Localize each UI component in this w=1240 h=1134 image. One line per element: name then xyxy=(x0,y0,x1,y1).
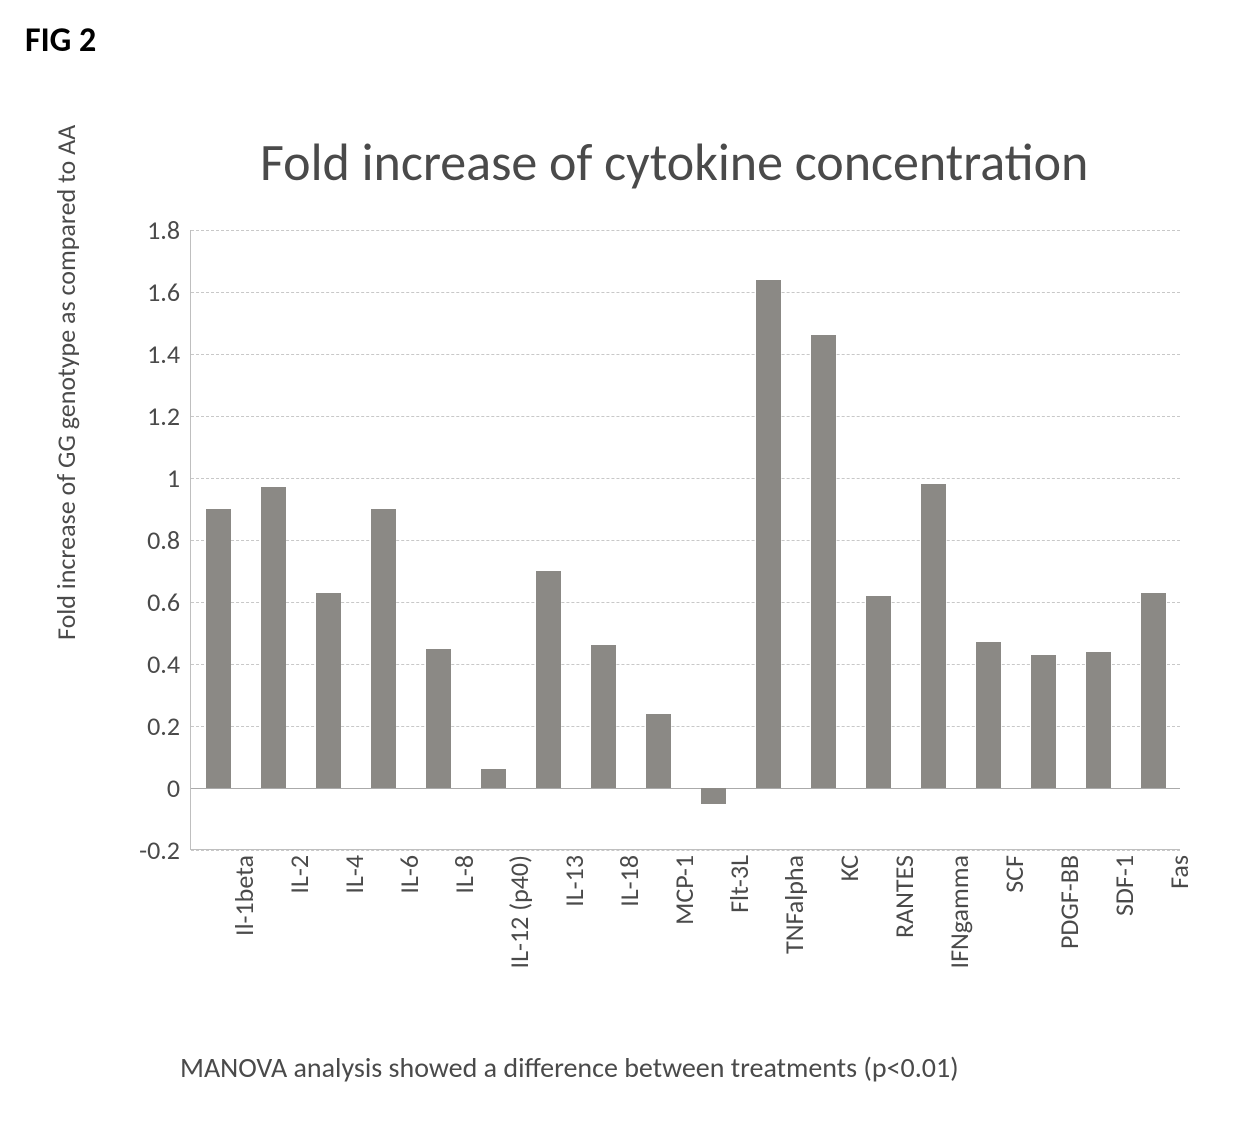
bar xyxy=(646,714,671,788)
y-tick-label: 0 xyxy=(130,772,180,804)
x-tick-label: KC xyxy=(833,855,865,881)
x-tick-label: IL-8 xyxy=(448,855,480,894)
x-tick-label: IL-4 xyxy=(338,855,370,894)
bar xyxy=(1086,652,1111,788)
chart-title: Fold increase of cytokine concentration xyxy=(260,130,1088,194)
x-tick-label: TNFalpha xyxy=(778,855,810,954)
bar xyxy=(756,280,781,788)
x-tick-label: Il-1beta xyxy=(228,855,260,936)
x-tick-label: IL-13 xyxy=(558,855,590,907)
x-tick-label: IL-6 xyxy=(393,855,425,894)
y-tick-label: 1 xyxy=(130,462,180,494)
y-axis-title: Fold increase of GG genotype as compared… xyxy=(50,125,82,640)
x-tick-label: SDF-1 xyxy=(1108,855,1140,916)
x-tick-label: Fas xyxy=(1163,855,1195,889)
y-tick-label: 0.6 xyxy=(130,586,180,618)
y-tick-label: 1.4 xyxy=(130,338,180,370)
footnote-text: MANOVA analysis showed a difference betw… xyxy=(180,1050,959,1085)
y-tick-label: 1.8 xyxy=(130,214,180,246)
y-tick-label: 0.2 xyxy=(130,710,180,742)
bar xyxy=(701,788,726,804)
plot-area xyxy=(190,230,1180,850)
x-tick-label: MCP-1 xyxy=(668,855,700,925)
figure-label: FIG 2 xyxy=(25,20,96,61)
x-tick-label: IFNgamma xyxy=(943,855,975,968)
bar xyxy=(316,593,341,788)
bar xyxy=(591,645,616,788)
x-tick-label: Flt-3L xyxy=(723,855,755,913)
y-tick-label: -0.2 xyxy=(130,834,180,866)
bar xyxy=(426,649,451,789)
chart-container: -0.200.20.40.60.811.21.41.61.8 Il-1betaI… xyxy=(125,230,1185,850)
bar xyxy=(206,509,231,788)
bar xyxy=(866,596,891,788)
bar xyxy=(371,509,396,788)
y-tick-label: 1.6 xyxy=(130,276,180,308)
y-tick-label: 1.2 xyxy=(130,400,180,432)
bar xyxy=(481,769,506,788)
bar xyxy=(811,335,836,788)
y-tick-label: 0.8 xyxy=(130,524,180,556)
bar xyxy=(921,484,946,788)
bar xyxy=(536,571,561,788)
bar xyxy=(261,487,286,788)
x-tick-label: IL-2 xyxy=(283,855,315,894)
gridline xyxy=(191,850,1180,851)
bar xyxy=(976,642,1001,788)
x-tick-label: SCF xyxy=(998,855,1030,893)
x-tick-label: RANTES xyxy=(888,855,920,938)
x-tick-label: IL-18 xyxy=(613,855,645,907)
bar xyxy=(1031,655,1056,788)
bar xyxy=(1141,593,1166,788)
x-tick-label: IL-12 (p40) xyxy=(503,855,535,968)
x-tick-label: PDGF-BB xyxy=(1053,855,1085,949)
bars-group xyxy=(191,230,1180,849)
y-tick-label: 0.4 xyxy=(130,648,180,680)
